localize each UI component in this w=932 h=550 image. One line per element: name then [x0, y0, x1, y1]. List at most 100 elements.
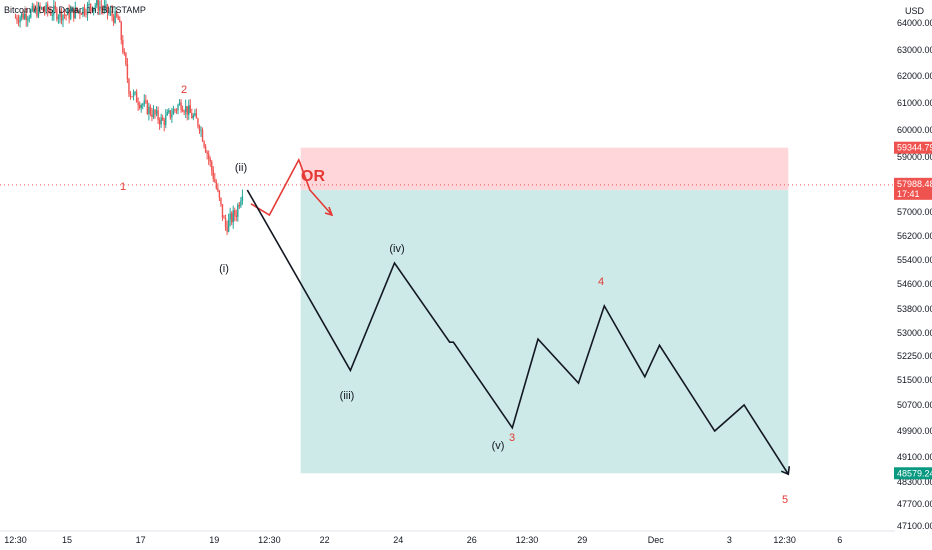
wave-label: 5	[782, 494, 788, 506]
wave-label: (v)	[492, 440, 505, 452]
candle-body	[100, 6, 103, 9]
x-tick-label: 24	[393, 535, 403, 545]
primary-arrowhead	[780, 466, 791, 476]
candle-body	[192, 115, 195, 119]
wave-label: 4	[598, 276, 604, 288]
candle-body	[33, 5, 35, 12]
currency-label: USD	[905, 6, 925, 16]
candle-body	[171, 114, 173, 118]
x-tick-label: 19	[209, 535, 219, 545]
target-price-tag: 48579.24	[897, 468, 932, 478]
candle-body	[66, 9, 69, 16]
wave-label: (ii)	[235, 162, 247, 174]
candle-body	[68, 9, 70, 19]
candle-body	[40, 7, 43, 9]
candle-body	[36, 7, 38, 17]
profit-target-zone	[300, 189, 789, 474]
candle-body	[191, 112, 193, 119]
y-tick-label: 47700.00	[897, 499, 932, 509]
x-tick-label: 15	[62, 535, 72, 545]
candle-body	[115, 11, 118, 17]
x-tick-label: 26	[467, 535, 477, 545]
candle-body	[53, 5, 55, 15]
candle-body	[146, 101, 149, 114]
candle-body	[125, 53, 127, 64]
candle-body	[194, 113, 196, 116]
candle-body	[56, 9, 58, 20]
candle-body	[79, 10, 81, 14]
y-tick-label: 59000.00	[897, 152, 932, 162]
candle-body	[105, 4, 107, 7]
candle-body	[91, 8, 93, 12]
candle-body	[131, 96, 133, 98]
candle-body	[97, 0, 99, 11]
candle-body	[123, 52, 126, 54]
candle-body	[50, 11, 52, 16]
candle-body	[223, 217, 225, 219]
candle-body	[220, 197, 222, 205]
candle-body	[111, 11, 113, 17]
candle-body	[103, 6, 106, 10]
y-tick-label: 49100.00	[897, 452, 932, 462]
candle-body	[86, 4, 89, 15]
x-tick-label: 6	[837, 535, 842, 545]
candle-body	[94, 5, 96, 8]
candle-body	[152, 109, 155, 118]
y-tick-label: 57000.00	[897, 207, 932, 217]
stop-price-tag: 59344.79	[897, 143, 932, 153]
candle-body	[17, 20, 20, 23]
candle-body	[169, 110, 172, 118]
y-tick-label: 60000.00	[897, 125, 932, 135]
candle-body	[27, 18, 29, 21]
candle-body	[200, 129, 202, 131]
candle-body	[16, 17, 18, 21]
candle-body	[149, 106, 152, 115]
wave-label: 2	[181, 84, 187, 96]
candle-body	[62, 14, 64, 21]
candle-body	[114, 11, 116, 23]
x-tick-label: Dec	[648, 535, 665, 545]
chart-title: Bitcoin / U.S. Dollar, 1h, BITSTAMP	[4, 5, 146, 15]
candle-body	[197, 118, 199, 127]
candle-body	[155, 110, 158, 114]
candle-body	[217, 188, 219, 191]
candle-body	[161, 117, 164, 121]
candle-body	[145, 100, 147, 102]
candle-body	[203, 141, 205, 147]
candle-body	[181, 109, 184, 112]
candle-body	[82, 7, 84, 15]
x-tick-label: 3	[727, 535, 732, 545]
candle-body	[128, 79, 130, 94]
candle-body	[238, 205, 241, 207]
candle-body	[109, 11, 112, 13]
candle-body	[65, 14, 67, 16]
candle-body	[168, 110, 170, 113]
y-tick-label: 52250.00	[897, 351, 932, 361]
candle-body	[163, 120, 165, 126]
candle-body	[221, 204, 224, 218]
candle-body	[183, 111, 185, 113]
x-tick-label: 12:30	[773, 535, 796, 545]
candle-body	[77, 10, 80, 12]
candle-body	[137, 102, 139, 106]
y-tick-label: 50700.00	[897, 400, 932, 410]
wave-label: (iv)	[389, 243, 404, 255]
y-tick-label: 53000.00	[897, 328, 932, 338]
candle-body	[195, 113, 198, 119]
x-tick-label: 12:30	[4, 535, 27, 545]
y-tick-label: 61000.00	[897, 98, 932, 108]
candle-body	[43, 10, 46, 12]
candle-body	[175, 109, 178, 111]
y-tick-label: 48300.00	[897, 477, 932, 487]
candle-body	[14, 17, 17, 19]
candle-body	[31, 5, 34, 11]
candle-body	[108, 12, 110, 14]
y-tick-label: 54600.00	[897, 279, 932, 289]
candle-body	[85, 13, 87, 15]
candle-body	[224, 217, 227, 227]
candle-body	[138, 105, 141, 108]
y-tick-label: 62000.00	[897, 71, 932, 81]
candle-body	[69, 11, 72, 19]
candle-body	[184, 106, 187, 113]
